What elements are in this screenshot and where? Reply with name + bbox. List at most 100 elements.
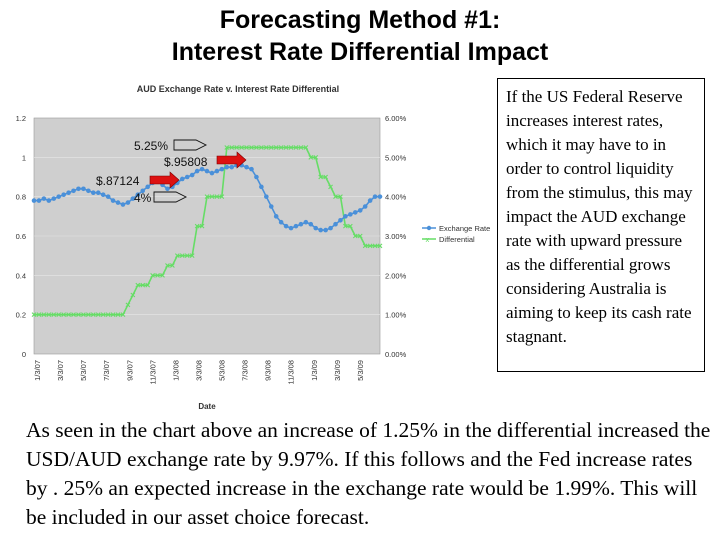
right-axis-ticks: 0.00% 1.00% 2.00% 3.00% 4.00% 5.00% 6.00% bbox=[385, 114, 407, 359]
chart-panel: AUD Exchange Rate v. Interest Rate Diffe… bbox=[0, 78, 505, 413]
data-point bbox=[333, 221, 338, 227]
data-point bbox=[357, 233, 363, 239]
data-point bbox=[184, 253, 190, 259]
data-point bbox=[81, 186, 86, 192]
data-point bbox=[194, 223, 200, 229]
data-point bbox=[318, 174, 324, 180]
data-point bbox=[278, 219, 284, 225]
data-point bbox=[100, 192, 106, 197]
data-point bbox=[283, 223, 289, 229]
x-axis-label: Date bbox=[198, 402, 216, 411]
data-point bbox=[362, 204, 368, 209]
data-point bbox=[214, 194, 220, 200]
x-tick-label: 3/3/07 bbox=[56, 360, 65, 381]
data-point bbox=[352, 233, 358, 239]
data-point bbox=[71, 312, 76, 318]
data-point bbox=[31, 198, 37, 203]
data-point bbox=[244, 145, 249, 150]
annotation-diff-high-pointer bbox=[173, 139, 208, 151]
data-point bbox=[293, 223, 299, 229]
left-axis-ticks: 0 0.2 0.4 0.6 0.8 1 1.2 bbox=[16, 114, 26, 359]
data-point bbox=[278, 145, 284, 150]
data-point bbox=[308, 154, 314, 160]
data-point bbox=[273, 214, 279, 219]
right-tick-label: 2.00% bbox=[385, 271, 407, 280]
data-point bbox=[179, 176, 185, 182]
x-axis-ticks: 1/3/07 3/3/07 5/3/07 7/3/07 9/3/07 11/3/07 1/3… bbox=[33, 360, 365, 384]
data-point bbox=[229, 164, 235, 170]
data-point bbox=[328, 225, 333, 231]
data-point bbox=[308, 221, 314, 227]
data-point bbox=[150, 272, 156, 278]
data-point bbox=[367, 198, 373, 203]
left-tick-label: 0.2 bbox=[16, 311, 26, 320]
annotation-rate-low: $.87124 bbox=[96, 174, 140, 188]
data-point bbox=[135, 282, 141, 288]
data-point bbox=[110, 198, 116, 203]
data-point bbox=[234, 145, 240, 150]
data-point bbox=[209, 170, 215, 176]
data-point bbox=[254, 174, 259, 180]
legend: Exchange Rate x Differential bbox=[422, 224, 490, 244]
left-tick-label: 0.6 bbox=[16, 232, 26, 241]
data-point bbox=[362, 243, 368, 249]
data-point bbox=[367, 243, 373, 249]
data-point bbox=[61, 192, 66, 197]
annotation-diff-low: 4% bbox=[134, 191, 152, 205]
legend-marker-differential: x bbox=[426, 235, 430, 244]
annotation-diff-low-pointer bbox=[153, 191, 188, 203]
data-point bbox=[36, 312, 42, 318]
data-point bbox=[268, 204, 274, 209]
data-point bbox=[377, 243, 383, 249]
data-point bbox=[110, 312, 116, 318]
data-point bbox=[323, 174, 329, 180]
data-point bbox=[268, 145, 274, 150]
data-point bbox=[31, 312, 37, 318]
title-line-2: Interest Rate Differential Impact bbox=[171, 38, 549, 66]
conclusion-text: As seen in the chart above an increase o… bbox=[26, 418, 711, 529]
data-point bbox=[204, 168, 210, 174]
left-tick-label: 0.8 bbox=[16, 193, 26, 202]
data-point bbox=[318, 227, 323, 233]
data-point bbox=[165, 263, 170, 268]
data-point bbox=[86, 188, 91, 194]
data-point bbox=[179, 253, 185, 259]
data-point bbox=[288, 145, 294, 150]
data-point bbox=[155, 272, 160, 278]
annotation-rate-high-arrow bbox=[216, 151, 247, 169]
data-point bbox=[224, 164, 230, 170]
x-tick-label: 11/3/08 bbox=[287, 360, 296, 384]
data-point bbox=[352, 210, 358, 215]
data-point bbox=[219, 194, 225, 200]
data-point bbox=[95, 190, 101, 196]
data-point bbox=[323, 227, 328, 233]
data-point bbox=[338, 194, 343, 200]
annotations: 5.25% $.95808 $.87124 4% bbox=[96, 139, 247, 205]
data-point bbox=[372, 243, 378, 249]
left-tick-label: 1 bbox=[22, 153, 26, 162]
data-point bbox=[105, 312, 111, 318]
data-point bbox=[160, 272, 165, 278]
data-point bbox=[66, 190, 71, 196]
data-point bbox=[165, 186, 170, 192]
data-point bbox=[347, 223, 353, 229]
data-point bbox=[283, 145, 289, 150]
data-point bbox=[61, 312, 67, 318]
data-point bbox=[244, 164, 249, 170]
x-tick-label: 3/3/09 bbox=[333, 360, 342, 381]
right-tick-label: 1.00% bbox=[385, 311, 407, 320]
data-point bbox=[273, 145, 279, 150]
data-point bbox=[259, 184, 264, 190]
title-line-1: Forecasting Method #1: bbox=[219, 6, 501, 34]
data-point bbox=[343, 214, 348, 219]
left-tick-label: 0 bbox=[22, 350, 26, 359]
data-point bbox=[76, 312, 81, 318]
data-point bbox=[357, 208, 363, 213]
data-point bbox=[254, 145, 259, 150]
data-point bbox=[249, 166, 254, 172]
right-tick-label: 4.00% bbox=[385, 193, 407, 202]
data-point bbox=[130, 196, 136, 201]
data-point bbox=[249, 145, 254, 150]
data-point bbox=[184, 174, 190, 180]
data-point bbox=[140, 282, 146, 288]
